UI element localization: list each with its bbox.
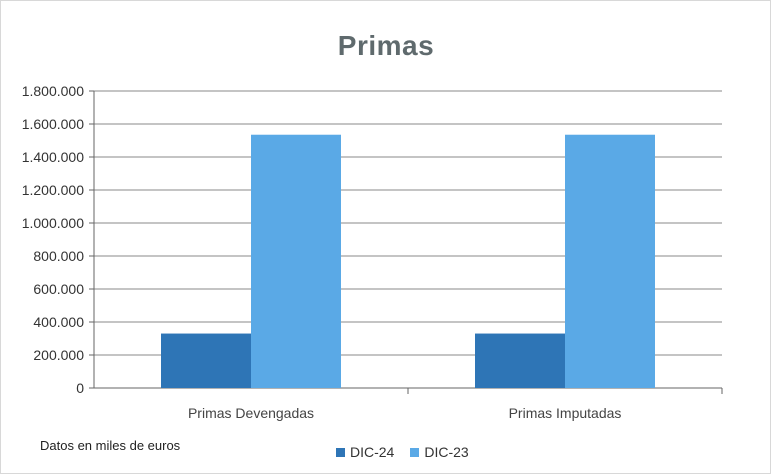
- xtick-label: Primas Devengadas: [188, 405, 314, 421]
- ytick-label: 1.200.000: [22, 182, 84, 198]
- legend-label-dic-24: DIC-24: [350, 444, 395, 460]
- bar-dic-23-1: [251, 134, 341, 388]
- ytick-label: 400.000: [33, 314, 84, 330]
- ytick-label: 1.400.000: [22, 149, 84, 165]
- legend: DIC-24 DIC-23: [336, 444, 469, 460]
- plot-area: 0 200.000 400.000 600.000 800.000 1.000.000 1.…: [22, 83, 723, 421]
- bar-dic-24-1: [161, 333, 251, 388]
- bar-dic-24-2: [475, 333, 565, 388]
- ytick-label: 200.000: [33, 347, 84, 363]
- ytick-label: 800.000: [33, 248, 84, 264]
- units-note: Datos en miles de euros: [40, 438, 181, 453]
- chart-title: Primas: [337, 30, 435, 61]
- ytick-label: 1.600.000: [22, 116, 84, 132]
- ytick-label: 1.000.000: [22, 215, 84, 231]
- ytick-label: 0: [76, 380, 84, 396]
- ytick-label: 600.000: [33, 281, 84, 297]
- xtick-label: Primas Imputadas: [509, 405, 622, 421]
- legend-swatch-dic-24: [336, 447, 345, 457]
- legend-item-dic-24: DIC-24: [336, 444, 394, 460]
- legend-item-dic-23: DIC-23: [410, 444, 469, 460]
- ytick-label: 1.800.000: [22, 83, 84, 99]
- legend-label-dic-23: DIC-23: [424, 444, 469, 460]
- bar-dic-23-2: [565, 134, 655, 388]
- legend-swatch-dic-23: [410, 447, 420, 457]
